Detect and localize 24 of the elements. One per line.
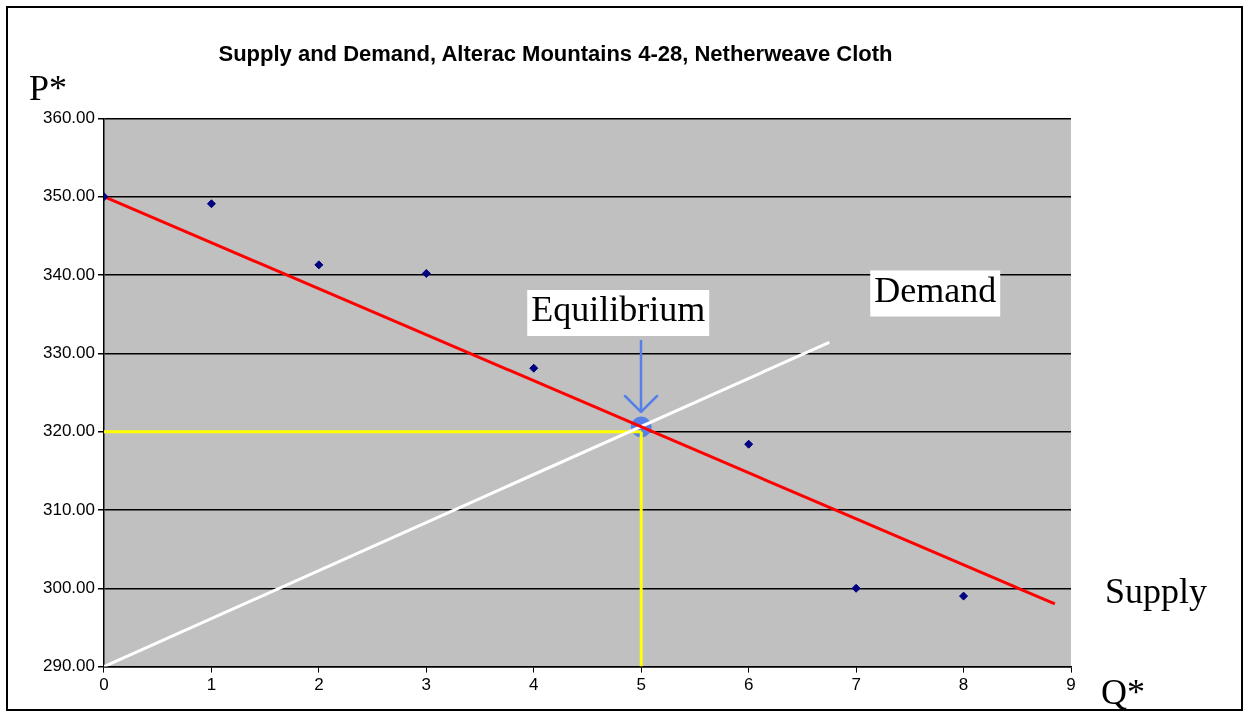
annotation: Demand [874,269,997,310]
x-axis-title: Q* [1101,672,1145,713]
annotation: Supply [1104,571,1207,612]
y-axis-title: P* [29,67,68,108]
x-tick-label: 4 [529,675,539,695]
chart-title: Supply and Demand, Alterac Mountains 4-28, Netherweave Cloth [218,41,893,67]
x-tick-label: 2 [314,675,324,695]
x-tick-label: 1 [206,675,217,695]
y-tick-label: 330.00 [43,343,95,363]
x-tick-label: 8 [958,675,969,695]
x-tick-label: 3 [421,675,432,695]
y-tick-label: 290.00 [43,656,95,676]
y-tick-label: 360.00 [43,108,95,128]
x-tick-label: 5 [636,675,646,695]
y-tick-label: 310.00 [43,499,95,519]
annotation: Equilibrium [531,289,706,330]
y-tick-label: 340.00 [43,264,95,284]
y-tick-label: 300.00 [43,577,95,597]
x-tick-label: 7 [851,675,861,695]
y-tick-label: 350.00 [43,186,95,206]
x-tick-label: 0 [99,675,109,695]
x-tick-label: 9 [1066,675,1076,695]
y-tick-label: 320.00 [43,421,95,441]
x-tick-label: 6 [743,675,754,695]
